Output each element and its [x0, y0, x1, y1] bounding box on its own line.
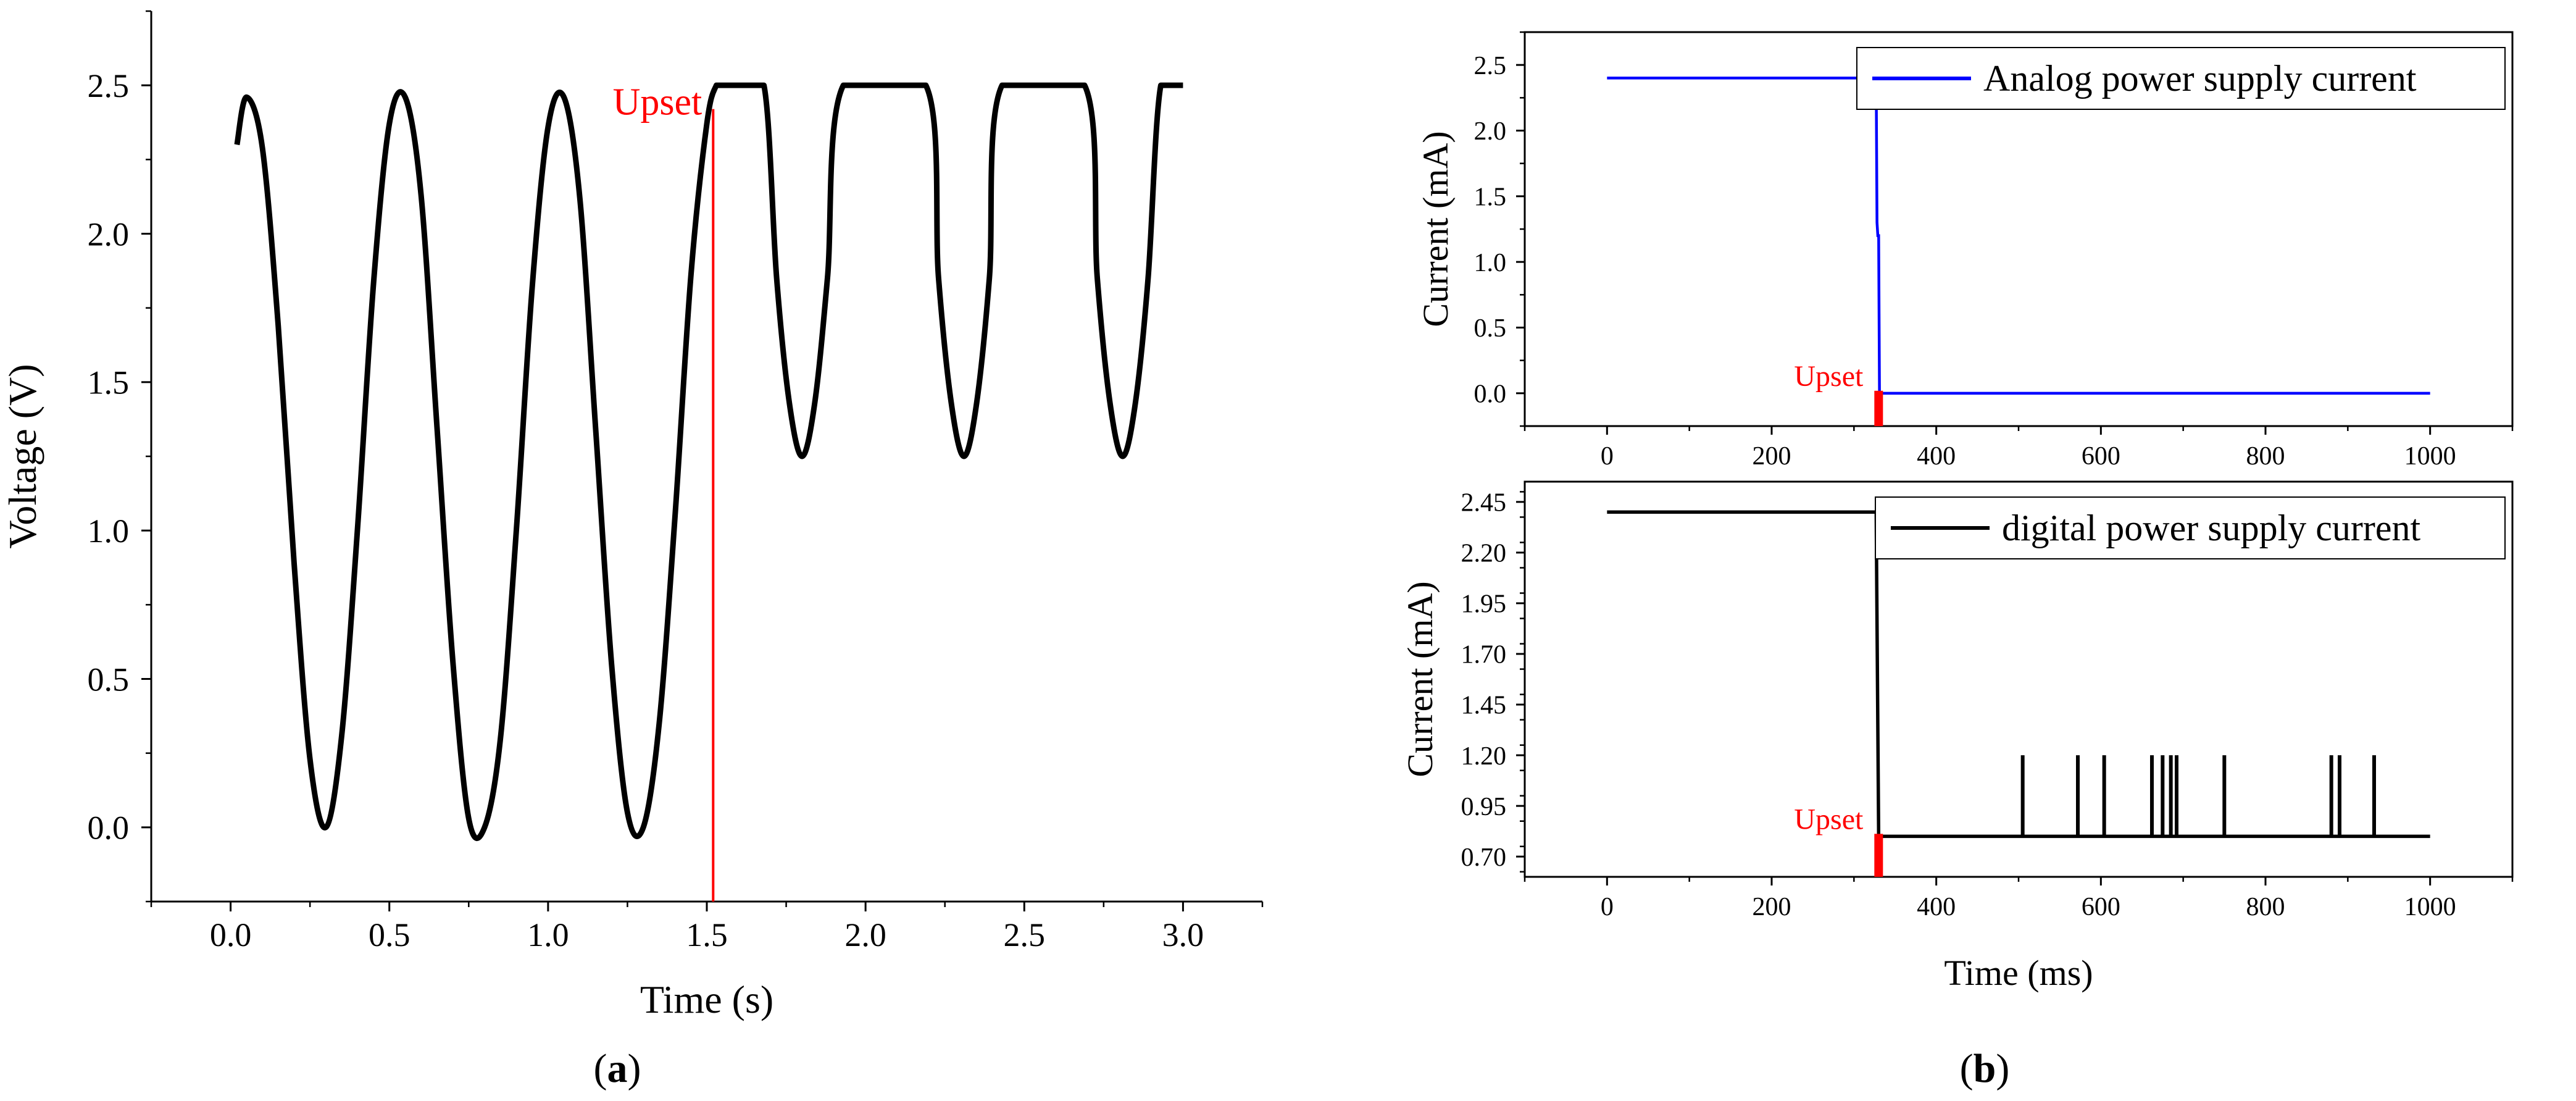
x-tick-label: 1.5: [686, 916, 728, 953]
y-tick-label: 0.0: [88, 810, 130, 847]
panel-caption: (a): [594, 1046, 641, 1091]
y-tick-label: 2.20: [1461, 540, 1507, 568]
x-tick-label: 800: [2246, 442, 2285, 471]
x-axis-label: Time (ms): [1944, 953, 2093, 993]
y-tick-label: 2.45: [1461, 489, 1507, 517]
x-tick-label: 3.0: [1162, 916, 1204, 953]
y-tick-label: 1.70: [1461, 641, 1507, 669]
y-tick-label: 2.5: [1474, 52, 1507, 80]
y-tick-label: 1.0: [1474, 249, 1507, 277]
x-tick-label: 1000: [2404, 893, 2456, 921]
legend-label: digital power supply current: [2002, 508, 2420, 548]
upset-marker-bar: [1874, 834, 1883, 877]
upset-marker-bar: [1874, 390, 1883, 426]
x-tick-label: 0: [1601, 442, 1614, 471]
panel-caption: (b): [1960, 1046, 2010, 1091]
y-tick-label: 1.0: [88, 513, 130, 550]
panel-captions: (a) (b): [594, 1046, 2010, 1091]
y-tick-label: 0.95: [1461, 793, 1507, 821]
series-line: [1607, 77, 2430, 395]
y-tick-label: 2.0: [88, 216, 130, 253]
y-axis-label: Voltage (V): [1, 364, 44, 548]
current-spike: [2372, 755, 2376, 837]
current-spike: [2329, 755, 2333, 837]
panel-b-digital-current-chart: 0 200 400 600 800 1000 0.70 0.95 1.20 1.45 1.70 1.9…: [1400, 480, 2514, 993]
y-tick-label: 1.5: [1474, 183, 1507, 212]
y-axis-label: Current (mA): [1400, 581, 1440, 777]
x-tick-label: 2.0: [844, 916, 886, 953]
y-tick-label: 2.5: [88, 67, 130, 104]
x-tick-label: 2.5: [1004, 916, 1046, 953]
current-spike: [2102, 755, 2106, 837]
y-tick-label: 1.95: [1461, 590, 1507, 619]
upset-label: Upset: [613, 81, 702, 123]
y-axis-label: Current (mA): [1415, 131, 1456, 327]
y-tick-label: 0.0: [1474, 380, 1507, 409]
y-tick-label: 1.20: [1461, 742, 1507, 771]
current-spike: [2161, 755, 2165, 837]
x-tick-label: 1.0: [527, 916, 569, 953]
panel-a-voltage-chart: 0.0 0.5 1.0 1.5 2.0 2.5 3.0 0.0 0.5 1.0 1.5 2.0 2.5 T…: [1, 10, 1264, 1021]
current-spike: [2338, 755, 2341, 837]
x-tick-label: 400: [1917, 442, 1956, 471]
x-tick-label: 200: [1753, 893, 1791, 921]
x-tick-label: 200: [1753, 442, 1791, 471]
y-tick-label: 0.5: [88, 661, 130, 698]
x-axis-label: Time (s): [640, 978, 773, 1021]
current-spike: [2169, 755, 2173, 837]
y-tick-label: 2.0: [1474, 117, 1507, 146]
current-spike: [2150, 755, 2154, 837]
x-tick-label: 0.5: [369, 916, 411, 953]
current-spike: [2222, 755, 2227, 837]
current-spike: [2175, 755, 2178, 837]
x-tick-label: 600: [2082, 893, 2120, 921]
series-line: [1607, 510, 2430, 839]
y-tick-label: 0.70: [1461, 844, 1507, 872]
x-tick-label: 0.0: [210, 916, 252, 953]
current-spike: [2076, 755, 2080, 837]
series-line: [234, 82, 1183, 842]
y-tick-label: 0.5: [1474, 314, 1507, 343]
x-tick-label: 1000: [2404, 442, 2456, 471]
legend-label: Analog power supply current: [1983, 58, 2417, 99]
current-spike: [2020, 755, 2025, 837]
x-tick-label: 800: [2246, 893, 2285, 921]
upset-label: Upset: [1794, 360, 1864, 393]
upset-label: Upset: [1794, 803, 1864, 835]
panel-b-analog-current-chart: 0 200 400 600 800 1000 0.0 0.5 1.0 1.5 2.0 2.5 Curre…: [1415, 31, 2514, 471]
x-tick-label: 600: [2082, 442, 2120, 471]
x-tick-label: 400: [1917, 893, 1956, 921]
y-tick-label: 1.45: [1461, 692, 1507, 720]
x-tick-label: 0: [1601, 893, 1614, 921]
y-tick-label: 1.5: [88, 364, 130, 401]
